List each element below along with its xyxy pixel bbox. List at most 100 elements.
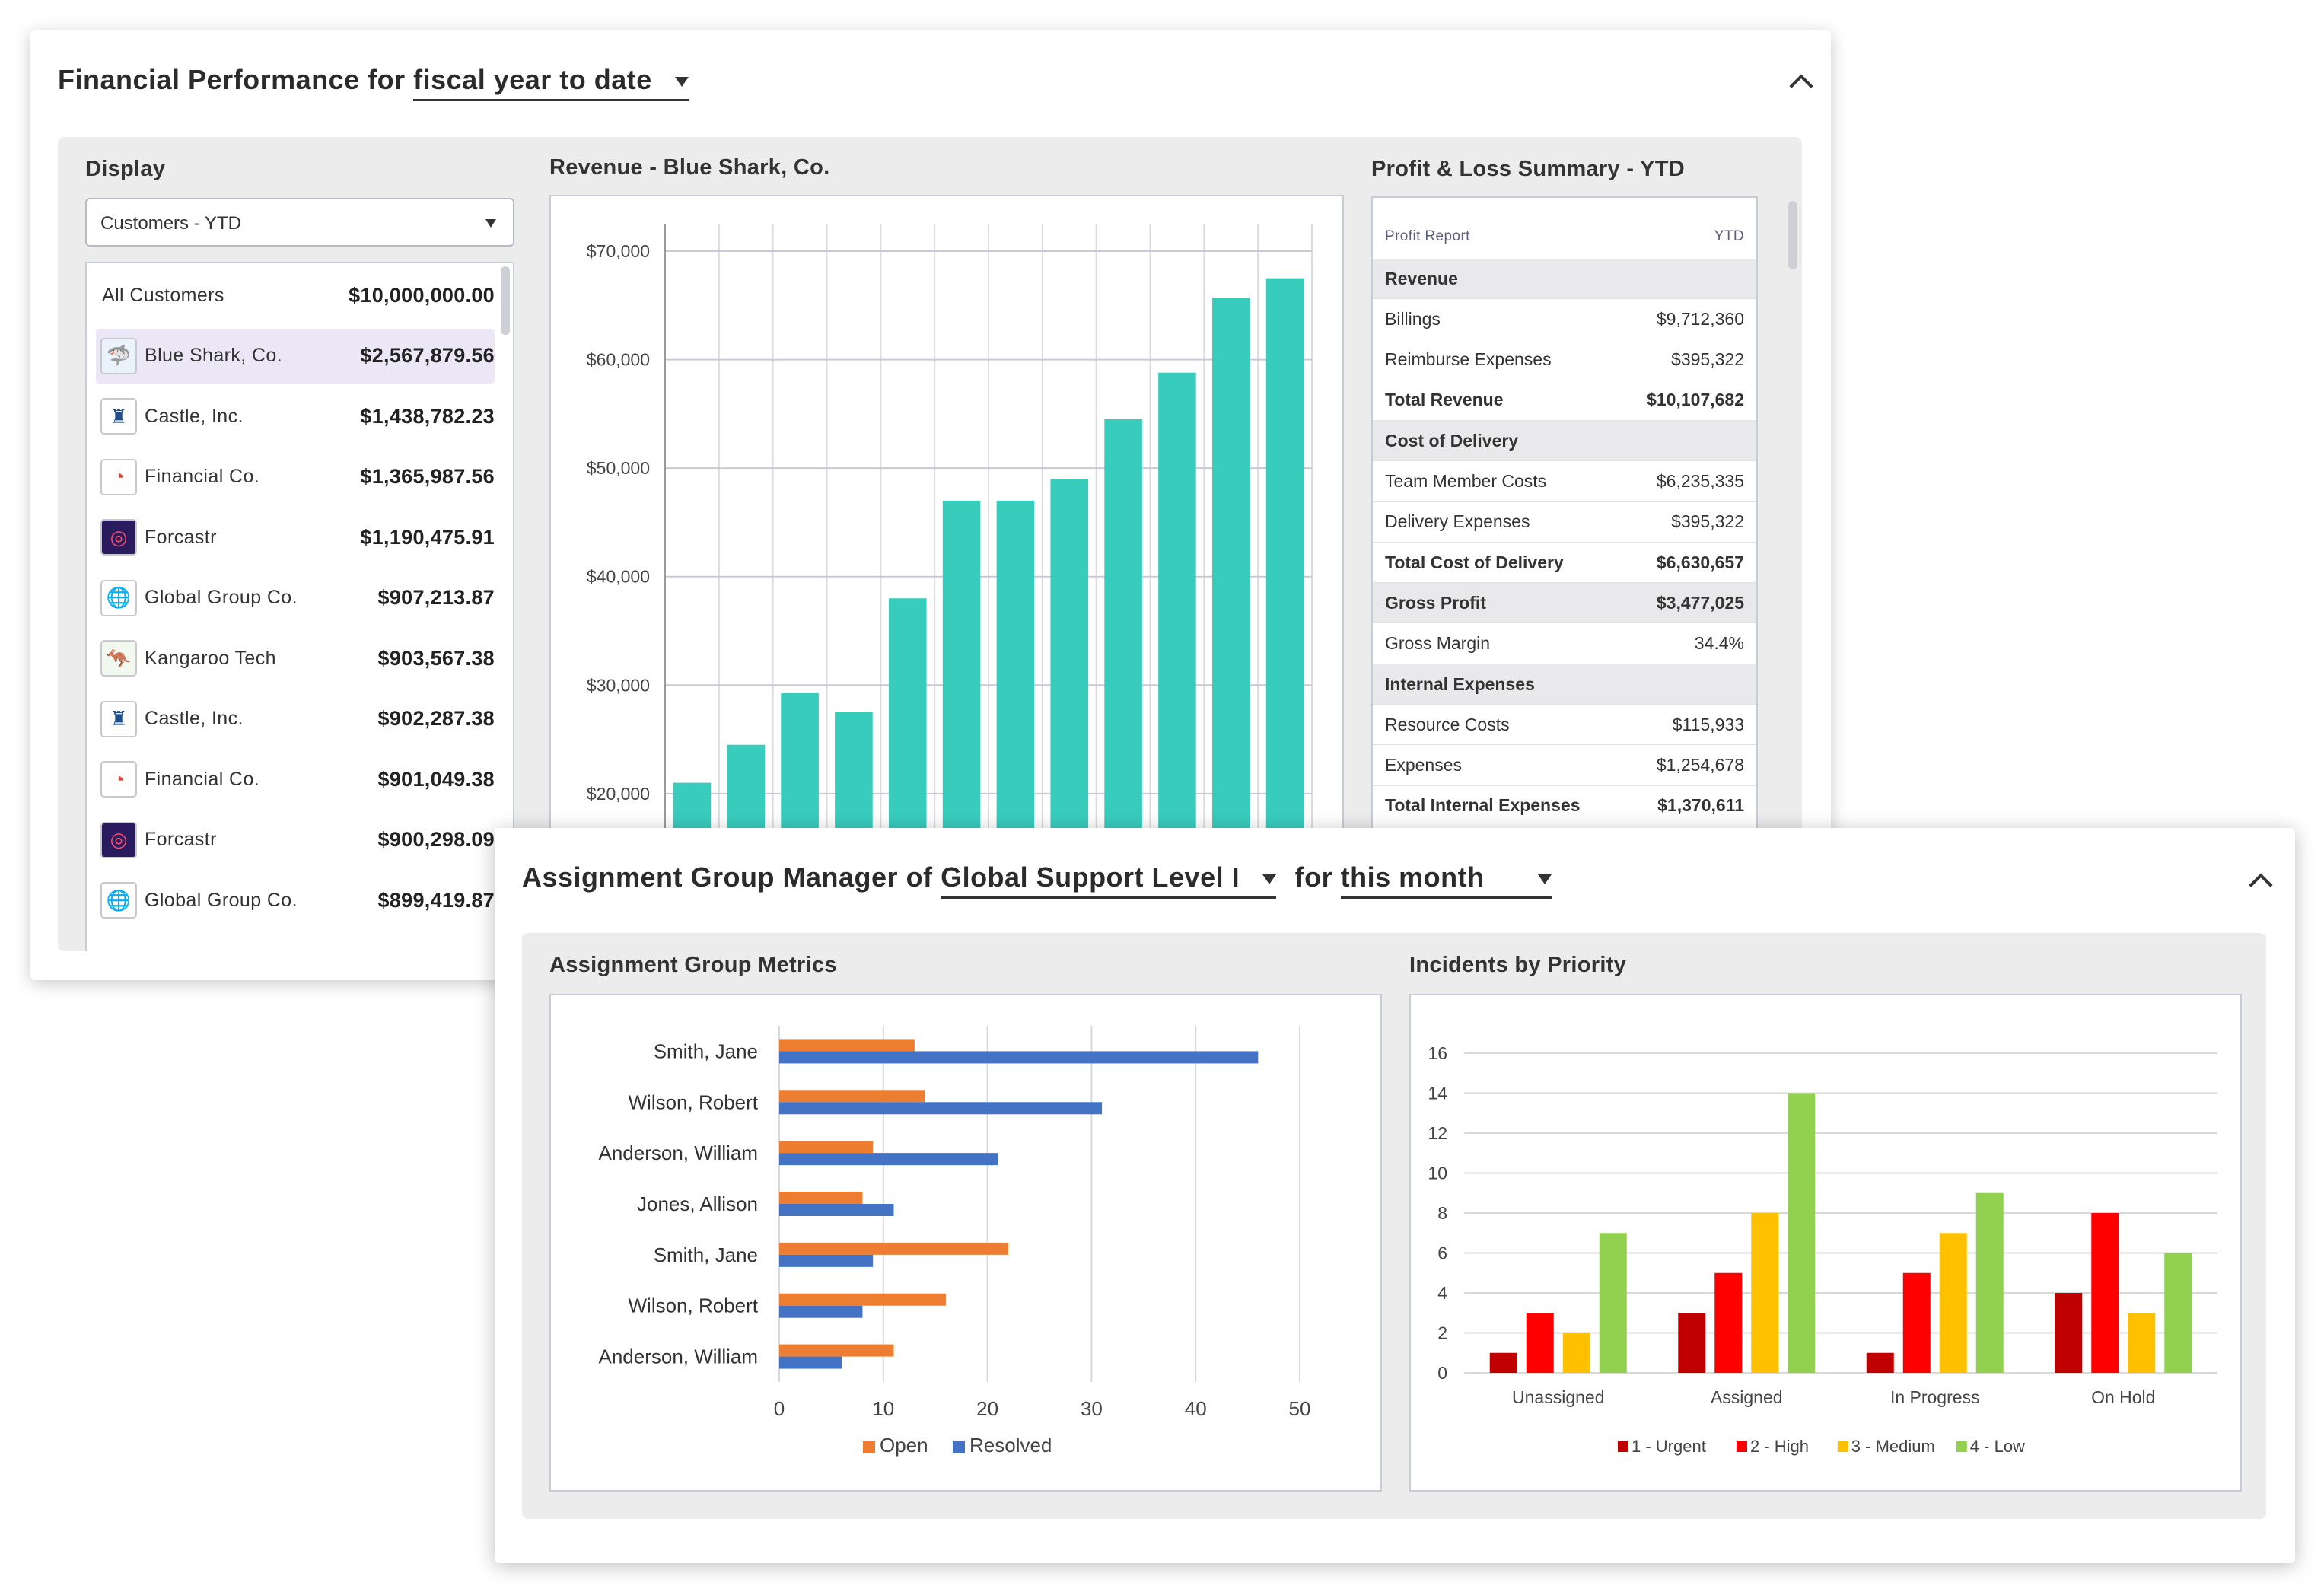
customer-name: Castle, Inc. xyxy=(145,405,244,427)
customer-row[interactable]: 🦈 Blue Shark, Co. $2,567,879.56 xyxy=(96,328,495,384)
customer-row[interactable]: ◎ Forcastr $900,298.09 xyxy=(96,813,495,868)
customer-row[interactable]: ◔ Financial Co. $901,049.38 xyxy=(96,752,495,807)
customer-name: Forcastr xyxy=(145,829,217,850)
display-select-value: Customers - YTD xyxy=(100,213,241,234)
pl-row-label: Expenses xyxy=(1385,755,1463,775)
legend-label: 1 - Urgent xyxy=(1632,1437,1706,1456)
customer-name: Kangaroo Tech xyxy=(145,647,276,669)
pl-summary-label: Profit & Loss Summary - YTD xyxy=(1371,157,1686,181)
customer-row[interactable]: ◎ Forcastr $1,190,475.91 xyxy=(96,510,495,565)
y-tick-label: 8 xyxy=(1437,1203,1447,1223)
customer-row[interactable]: ♜ Castle, Inc. $1,438,782.23 xyxy=(96,389,495,444)
customer-row[interactable]: All Customers $10,000,000.00 xyxy=(96,268,495,323)
castle-logo-icon: ♜ xyxy=(100,700,137,737)
y-tick-label: 6 xyxy=(1437,1243,1447,1263)
pl-scrollbar[interactable] xyxy=(1788,201,1797,269)
pl-row-value: $6,630,657 xyxy=(1656,552,1744,572)
assign-period-dropdown[interactable]: this month xyxy=(1340,861,1552,899)
pl-row: Total Internal Expenses $1,370,611 xyxy=(1373,786,1756,826)
legend-open: Open xyxy=(880,1434,928,1457)
pl-summary-table: Profit Report YTD Revenue Billings $9,712,… xyxy=(1371,196,1758,951)
incidents-chart-box: 0 2 4 6 8 10 12 14 16 Unassigned Assigned In Progre… xyxy=(1409,994,2242,1492)
pl-row: Total Revenue $10,107,682 xyxy=(1373,380,1756,421)
y-tick-label: $30,000 xyxy=(587,675,650,695)
shark-logo-icon: 🦈 xyxy=(100,337,137,374)
customer-list-scrollbar[interactable] xyxy=(501,266,510,335)
pl-row-value: $6,235,335 xyxy=(1656,471,1744,491)
pl-row: Internal Expenses xyxy=(1373,664,1756,705)
customer-name: Financial Co. xyxy=(145,768,260,790)
resolved-bar xyxy=(779,1102,1103,1115)
open-bar xyxy=(779,1141,874,1154)
pl-row: Resource Costs $115,933 xyxy=(1373,705,1756,746)
x-tick-label: 20 xyxy=(976,1397,998,1420)
customer-amount: $1,365,987.56 xyxy=(360,465,495,488)
customer-amount: $899,419.87 xyxy=(377,888,495,912)
pl-header-right: YTD xyxy=(1714,228,1744,244)
collapse-chevron-up-icon[interactable] xyxy=(1789,74,1813,98)
pl-row-label: Revenue xyxy=(1385,268,1458,288)
priority-bar xyxy=(1714,1272,1743,1373)
priority-bar xyxy=(1489,1352,1517,1373)
customer-amount: $1,190,475.91 xyxy=(360,525,495,549)
priority-bar xyxy=(1562,1333,1590,1373)
chevron-down-icon xyxy=(1537,874,1552,884)
category-label: Smith, Jane xyxy=(654,1040,758,1062)
pl-row-label: Total Cost of Delivery xyxy=(1385,552,1564,572)
pl-row-label: Total Revenue xyxy=(1385,390,1504,410)
pl-row-label: Internal Expenses xyxy=(1385,673,1535,694)
priority-bar xyxy=(1788,1093,1816,1373)
assign-period-value: this month xyxy=(1340,861,1485,893)
y-tick-label: $50,000 xyxy=(587,458,650,478)
pl-row-value: $9,712,360 xyxy=(1656,308,1744,329)
priority-bar xyxy=(1866,1352,1894,1373)
legend-swatch xyxy=(1956,1441,1967,1452)
priority-bar xyxy=(1526,1313,1554,1373)
customer-row[interactable]: 🦘 Kangaroo Tech $903,567.38 xyxy=(96,631,495,686)
finance-period-dropdown[interactable]: fiscal year to date xyxy=(413,64,689,101)
finance-panel: Display Customers - YTD All Customers $10… xyxy=(58,137,1802,951)
display-select[interactable]: Customers - YTD xyxy=(85,198,514,247)
pl-row: Cost of Delivery xyxy=(1373,421,1756,462)
assign-panel: Assignment Group Metrics 0 10 20 30 40 50 Smit… xyxy=(522,933,2266,1519)
pl-row-value: $3,477,025 xyxy=(1656,592,1744,613)
customer-amount: $901,049.38 xyxy=(377,767,495,791)
customer-row[interactable]: ◔ Financial Co. $1,365,987.56 xyxy=(96,450,495,505)
customer-name: Global Group Co. xyxy=(145,587,298,608)
revenue-chart-label: Revenue - Blue Shark, Co. xyxy=(549,155,830,180)
pl-row-label: Resource Costs xyxy=(1385,714,1510,734)
customer-amount: $1,438,782.23 xyxy=(360,404,495,428)
customer-row[interactable]: 🌐 Global Group Co. $899,419.87 xyxy=(96,873,495,928)
legend-resolved: Resolved xyxy=(969,1434,1052,1457)
customer-name: Forcastr xyxy=(145,526,217,548)
x-category-label: Assigned xyxy=(1711,1387,1783,1407)
resolved-bar xyxy=(779,1051,1259,1064)
resolved-bar xyxy=(779,1254,874,1267)
display-label: Display xyxy=(85,157,166,181)
forcastr-logo-icon: ◎ xyxy=(100,519,137,556)
x-category-label: Unassigned xyxy=(1512,1387,1604,1407)
assignment-metrics-chart: 0 10 20 30 40 50 Smith, Jane Wilson, Robert Ande… xyxy=(598,1026,1310,1457)
y-tick-label: 2 xyxy=(1437,1323,1447,1343)
customer-amount: $902,287.38 xyxy=(377,707,495,730)
globe-logo-icon: 🌐 xyxy=(100,579,137,616)
open-bar xyxy=(779,1192,863,1204)
customer-row[interactable]: 🌐 Global Group Co. $907,213.87 xyxy=(96,571,495,626)
legend-label: 3 - Medium xyxy=(1851,1437,1935,1456)
forcastr-logo-icon: ◎ xyxy=(100,821,137,858)
assign-for-word: for xyxy=(1294,861,1333,893)
assign-group-dropdown[interactable]: Global Support Level I xyxy=(941,861,1277,899)
collapse-chevron-up-icon[interactable] xyxy=(2249,873,2273,897)
pl-row-label: Gross Margin xyxy=(1385,633,1491,654)
y-tick-label: 0 xyxy=(1437,1363,1447,1383)
pl-header-left: Profit Report xyxy=(1385,228,1470,244)
y-tick-label: 14 xyxy=(1428,1084,1447,1103)
pl-row-value: $115,933 xyxy=(1672,714,1744,734)
priority-bar xyxy=(1975,1192,2004,1373)
legend-label: 2 - High xyxy=(1750,1437,1809,1456)
financial-logo-icon: ◔ xyxy=(100,458,137,495)
customer-amount: $10,000,000.00 xyxy=(349,283,495,307)
incidents-priority-chart: 0 2 4 6 8 10 12 14 16 Unassigned Assigned In Progre… xyxy=(1428,1043,2217,1456)
x-category-label: On Hold xyxy=(2091,1387,2155,1407)
customer-row[interactable]: ♜ Castle, Inc. $902,287.38 xyxy=(96,692,495,747)
